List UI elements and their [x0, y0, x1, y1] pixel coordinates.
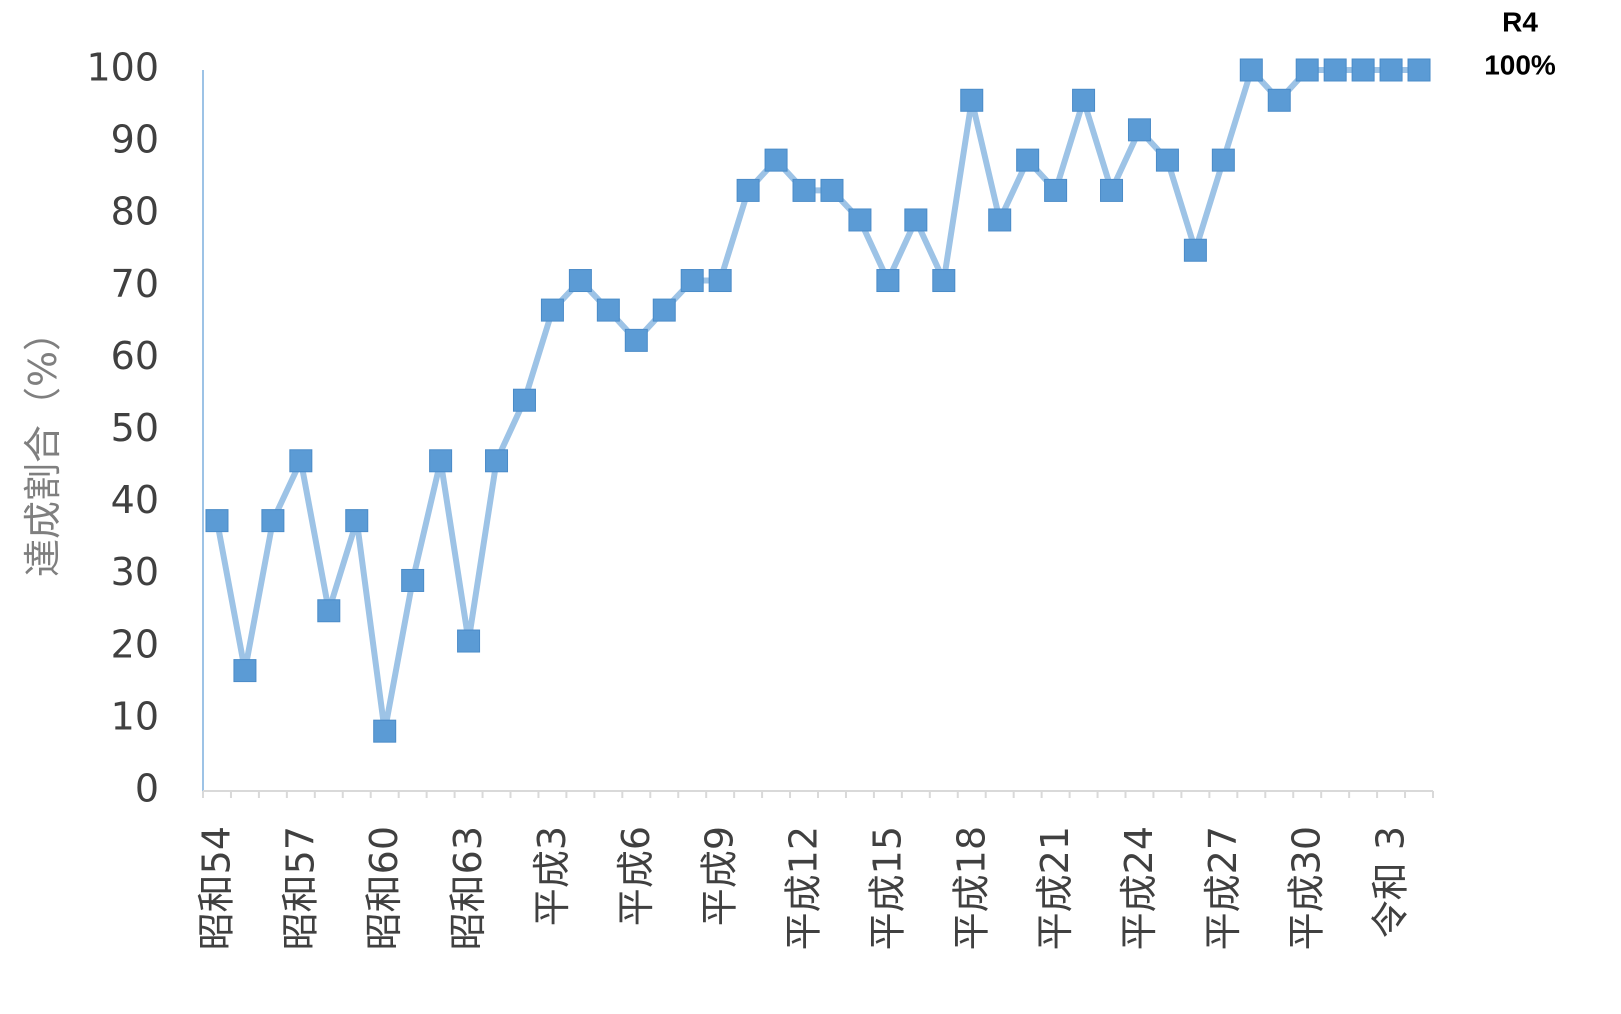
marker: [317, 599, 341, 623]
y-tick-label: 70: [111, 262, 159, 306]
marker: [261, 509, 285, 533]
marker: [764, 148, 788, 172]
marker: [1323, 58, 1347, 82]
marker: [1211, 148, 1235, 172]
series-line: [214, 67, 1420, 735]
marker: [568, 269, 592, 293]
marker: [289, 449, 313, 473]
marker: [1155, 148, 1179, 172]
marker: [457, 629, 481, 653]
marker: [848, 208, 872, 232]
marker: [960, 88, 984, 112]
marker: [512, 388, 536, 412]
marker: [1016, 148, 1040, 172]
marker: [624, 328, 648, 352]
marker: [1044, 178, 1068, 202]
marker: [429, 449, 453, 473]
x-tick-label: 平成12: [782, 826, 826, 950]
marker: [1351, 58, 1375, 82]
x-tick-label: 昭和60: [362, 826, 406, 950]
marker: [485, 449, 509, 473]
x-tick-label: 平成21: [1033, 826, 1077, 950]
annotation: R4: [1502, 6, 1538, 37]
marker: [680, 269, 704, 293]
x-tick-label: 令和 3: [1369, 826, 1413, 938]
marker: [1267, 88, 1291, 112]
marker: [401, 568, 425, 592]
marker: [540, 298, 564, 322]
marker: [345, 509, 369, 533]
marker: [1239, 58, 1263, 82]
y-tick-label: 90: [111, 118, 159, 162]
x-tick-label: 昭和54: [194, 826, 238, 950]
x-tick-label: 平成27: [1201, 826, 1245, 950]
marker: [1072, 88, 1096, 112]
x-tick-label: 平成3: [530, 826, 574, 926]
y-tick-label: 0: [135, 767, 159, 811]
marker: [373, 719, 397, 743]
marker: [820, 178, 844, 202]
y-tick-label: 30: [111, 550, 159, 594]
marker: [1295, 58, 1319, 82]
marker: [904, 208, 928, 232]
y-tick-label: 10: [111, 694, 159, 738]
marker: [1379, 58, 1403, 82]
x-tick-label: 昭和63: [446, 826, 490, 950]
y-tick-label: 100: [86, 46, 159, 90]
marker: [205, 509, 229, 533]
x-tick-label: 平成30: [1285, 826, 1329, 950]
marker: [1183, 238, 1207, 262]
marker: [1407, 58, 1431, 82]
annotation: 100%: [1484, 49, 1556, 80]
marker: [233, 659, 257, 683]
marker: [652, 298, 676, 322]
marker: [1127, 118, 1151, 142]
marker: [1100, 178, 1124, 202]
marker: [988, 208, 1012, 232]
x-tick-label: 昭和57: [278, 826, 322, 950]
marker: [708, 269, 732, 293]
y-tick-label: 80: [111, 190, 159, 234]
y-tick-label: 40: [111, 478, 159, 522]
y-tick-label: 50: [111, 406, 159, 450]
x-tick-label: 平成6: [614, 826, 658, 926]
marker: [876, 269, 900, 293]
x-tick-label: 平成24: [1117, 826, 1161, 950]
y-tick-label: 60: [111, 334, 159, 378]
marker: [596, 298, 620, 322]
marker: [736, 178, 760, 202]
marker: [792, 178, 816, 202]
x-tick-label: 平成15: [865, 826, 909, 950]
marker: [932, 269, 956, 293]
x-tick-label: 平成9: [698, 826, 742, 926]
y-tick-label: 20: [111, 622, 159, 666]
x-tick-label: 平成18: [949, 826, 993, 950]
y-axis-title: 達成割合（%）: [21, 313, 65, 577]
